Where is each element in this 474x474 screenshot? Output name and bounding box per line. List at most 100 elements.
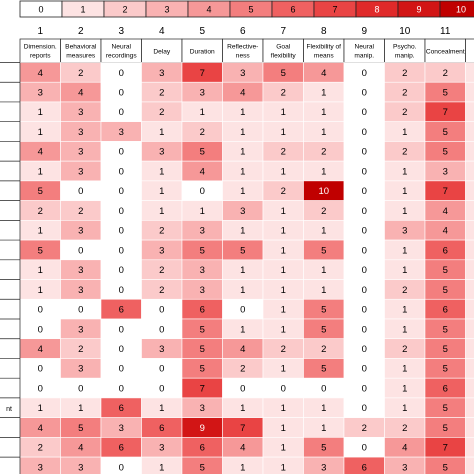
- column-number: 5: [199, 26, 205, 37]
- column-header-label: means: [314, 53, 334, 60]
- cell-value-label: 2: [402, 68, 407, 79]
- cell-value-label: 0: [119, 166, 124, 177]
- column-header-label: Goal: [276, 44, 290, 51]
- cell-value-label: 1: [402, 166, 407, 177]
- cell-value-label: 3: [78, 364, 83, 375]
- row-label: nt: [6, 406, 12, 413]
- cell-value-label: 4: [321, 68, 326, 79]
- cell-value-label: 3: [38, 462, 43, 473]
- cell-value-label: 6: [119, 305, 124, 316]
- column-header-label: Neural: [355, 44, 375, 51]
- cell-value-label: 3: [240, 68, 245, 79]
- cell-value-label: 5: [200, 147, 205, 158]
- cell-value-label: 2: [159, 265, 164, 276]
- cell-value-label: 1: [159, 403, 164, 414]
- cell-value-label: 1: [38, 285, 43, 296]
- cell-value-label: 1: [402, 206, 407, 217]
- cell-value-label: 0: [38, 364, 43, 375]
- cell-value-label: 3: [159, 443, 164, 454]
- cell-value-label: 1: [321, 107, 326, 118]
- cell-value-label: 5: [200, 462, 205, 473]
- cell-value-label: 6: [443, 383, 448, 394]
- column-number: 11: [440, 26, 451, 37]
- cell-value-label: 2: [78, 68, 83, 79]
- cell-value-label: 1: [159, 206, 164, 217]
- cell-value-label: 5: [281, 68, 286, 79]
- cell-value-label: 0: [119, 364, 124, 375]
- column-number: 8: [321, 26, 327, 37]
- legend-label: 10: [456, 5, 466, 15]
- cell-value-label: 7: [200, 383, 205, 394]
- cell-value-label: 1: [38, 265, 43, 276]
- cell-value-label: 1: [402, 245, 407, 256]
- heatmap-cell: [465, 62, 474, 83]
- cell-value-label: 0: [119, 206, 124, 217]
- cell-value-label: 1: [281, 462, 286, 473]
- cell-value-label: 1: [38, 107, 43, 118]
- cell-value-label: 2: [402, 147, 407, 158]
- heatmap-cell: [465, 318, 474, 340]
- column-number: 9: [361, 26, 367, 37]
- cell-value-label: 1: [240, 127, 245, 138]
- cell-value-label: 1: [240, 226, 245, 237]
- column-header-label: reports: [30, 53, 51, 60]
- cell-value-label: 10: [318, 186, 329, 197]
- cell-value-label: 2: [78, 344, 83, 355]
- cell-value-label: 5: [443, 324, 448, 335]
- cell-value-label: 0: [362, 265, 367, 276]
- cell-value-label: 0: [119, 265, 124, 276]
- heatmap-cell: [465, 121, 474, 142]
- cell-value-label: 6: [443, 245, 448, 256]
- column-header-label: Dimension.: [24, 44, 57, 51]
- column-number: 10: [399, 26, 411, 37]
- legend-label: 8: [374, 5, 379, 15]
- cell-value-label: 2: [281, 186, 286, 197]
- cell-value-label: 5: [443, 285, 448, 296]
- cell-value-label: 0: [240, 383, 245, 394]
- cell-value-label: 3: [38, 87, 43, 98]
- column-number: 4: [159, 26, 165, 37]
- cell-value-label: 0: [362, 443, 367, 454]
- cell-value-label: 1: [281, 127, 286, 138]
- cell-value-label: 0: [119, 285, 124, 296]
- cell-value-label: 6: [443, 305, 448, 316]
- cell-value-label: 3: [321, 462, 326, 473]
- cell-value-label: 0: [159, 383, 164, 394]
- cell-value-label: 1: [402, 383, 407, 394]
- cell-value-label: 0: [119, 383, 124, 394]
- cell-value-label: 0: [362, 285, 367, 296]
- cell-value-label: 4: [240, 87, 245, 98]
- cell-value-label: 4: [78, 443, 83, 454]
- cell-value-label: 1: [281, 107, 286, 118]
- cell-value-label: 5: [38, 186, 43, 197]
- column-header-label: Reflective-: [227, 44, 258, 51]
- cell-value-label: 2: [159, 285, 164, 296]
- cell-value-label: 0: [159, 324, 164, 335]
- cell-value-label: 1: [402, 403, 407, 414]
- cell-value-label: 2: [281, 147, 286, 158]
- cell-value-label: 2: [402, 285, 407, 296]
- column-number: 7: [280, 26, 286, 37]
- cell-value-label: 5: [200, 364, 205, 375]
- cell-value-label: 3: [78, 127, 83, 138]
- cell-value-label: 3: [78, 147, 83, 158]
- cell-value-label: 0: [362, 383, 367, 394]
- cell-value-label: 6: [119, 403, 124, 414]
- cell-value-label: 1: [281, 226, 286, 237]
- cell-value-label: 1: [159, 186, 164, 197]
- cell-value-label: 7: [200, 68, 205, 79]
- heatmap-cell: [465, 279, 474, 300]
- cell-value-label: 3: [159, 68, 164, 79]
- cell-value-label: 4: [38, 68, 43, 79]
- cell-value-label: 2: [159, 107, 164, 118]
- cell-value-label: 4: [443, 226, 448, 237]
- cell-value-label: 1: [402, 127, 407, 138]
- cell-value-label: 7: [443, 443, 448, 454]
- cell-value-label: 0: [362, 245, 367, 256]
- cell-value-label: 1: [38, 127, 43, 138]
- cell-value-label: 2: [402, 87, 407, 98]
- legend-label: 6: [290, 5, 295, 15]
- cell-value-label: 1: [281, 265, 286, 276]
- cell-value-label: 5: [200, 245, 205, 256]
- cell-value-label: 1: [281, 324, 286, 335]
